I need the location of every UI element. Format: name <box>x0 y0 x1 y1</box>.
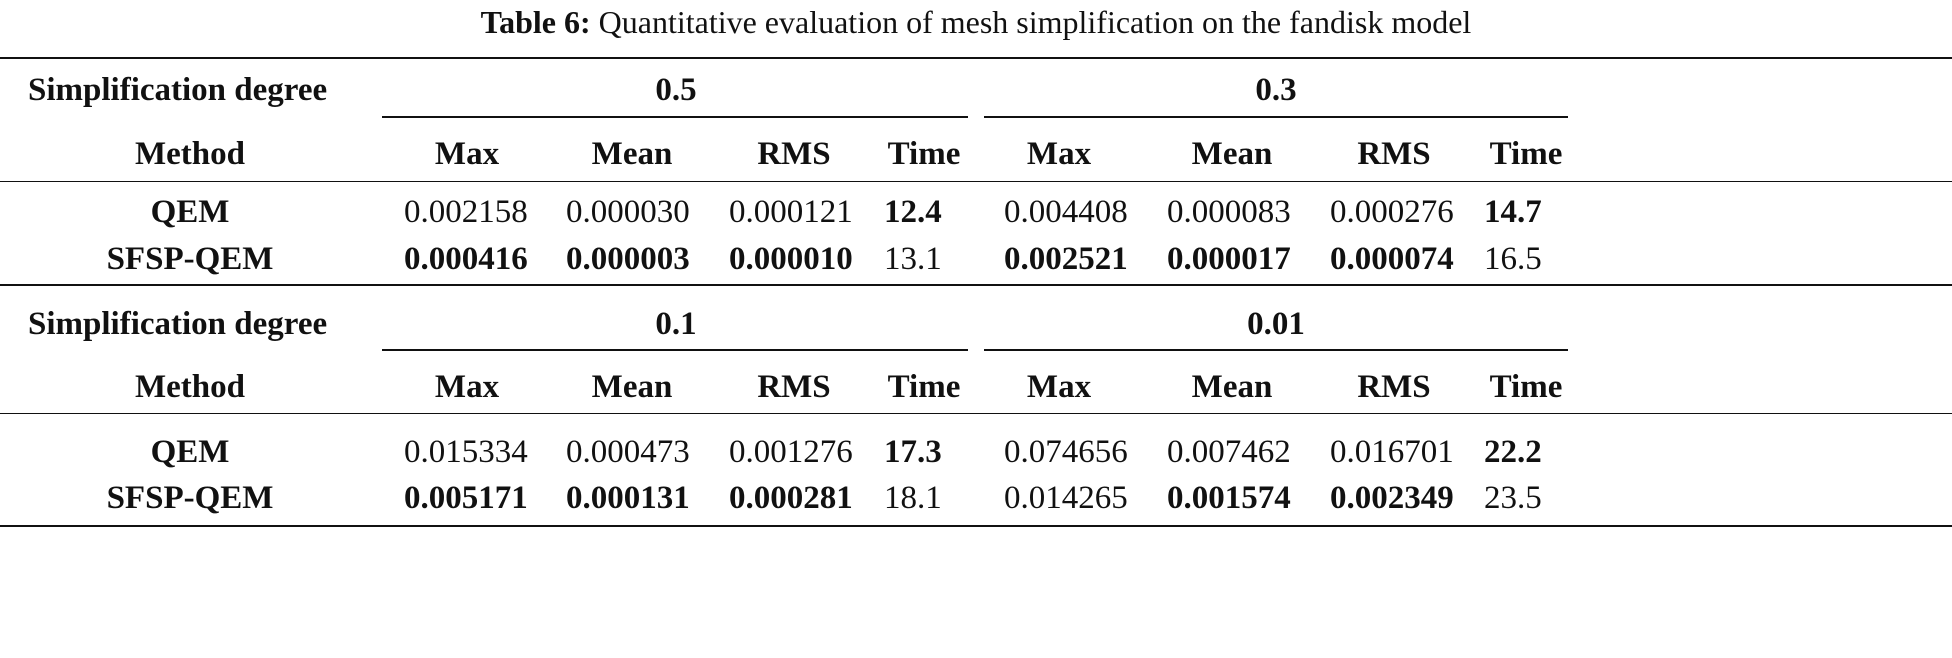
table-cell: 16.5 <box>1484 241 1542 277</box>
degree-value: 0.5 <box>655 72 697 108</box>
method-name: QEM <box>150 434 230 470</box>
table-cell: 0.001574 <box>1167 480 1291 516</box>
table-cell: 0.005171 <box>404 480 528 516</box>
table-cell: 0.002349 <box>1330 480 1454 516</box>
metric-header-max: Max <box>1026 369 1092 405</box>
table-cell: 0.015334 <box>404 434 528 470</box>
degree-underline <box>382 349 968 351</box>
table-cell: 14.7 <box>1484 194 1542 230</box>
table-cell: 0.000030 <box>566 194 690 230</box>
method-header: Method <box>135 369 245 405</box>
metric-header-time: Time <box>887 136 961 172</box>
degree-value: 0.01 <box>1247 306 1305 342</box>
table-cell: 23.5 <box>1484 480 1542 516</box>
simplification-degree-label: Simplification degree <box>28 72 328 108</box>
table-cell: 0.014265 <box>1004 480 1128 516</box>
metric-header-rms: RMS <box>757 136 831 172</box>
metric-header-time: Time <box>1489 369 1563 405</box>
table-cell: 18.1 <box>884 480 942 516</box>
table-cell: 0.000003 <box>566 241 690 277</box>
table-cell: 0.001276 <box>729 434 853 470</box>
metric-header-mean: Mean <box>1191 369 1273 405</box>
degree-underline <box>382 116 968 118</box>
table-caption: Table 6: Quantitative evaluation of mesh… <box>0 0 1952 44</box>
table-cell: 0.000473 <box>566 434 690 470</box>
table-cell: 0.000017 <box>1167 241 1291 277</box>
metric-header-rms: RMS <box>1357 369 1431 405</box>
table-cell: 0.000281 <box>729 480 853 516</box>
metric-header-rms: RMS <box>1357 136 1431 172</box>
metric-header-rms: RMS <box>757 369 831 405</box>
simplification-degree-label: Simplification degree <box>28 306 328 342</box>
metric-header-mean: Mean <box>591 369 673 405</box>
metric-header-max: Max <box>1026 136 1092 172</box>
block-end-rule <box>0 525 1952 527</box>
table-cell: 0.000083 <box>1167 194 1291 230</box>
table-cell: 0.007462 <box>1167 434 1291 470</box>
table-cell: 22.2 <box>1484 434 1542 470</box>
metric-header-mean: Mean <box>1191 136 1273 172</box>
metric-header-max: Max <box>434 136 500 172</box>
table-cell: 0.002158 <box>404 194 528 230</box>
degree-value: 0.3 <box>1255 72 1297 108</box>
table-cell: 0.074656 <box>1004 434 1128 470</box>
table-cell: 17.3 <box>884 434 942 470</box>
table-cell: 0.000074 <box>1330 241 1454 277</box>
metric-header-time: Time <box>887 369 961 405</box>
method-header: Method <box>135 136 245 172</box>
table-cell: 0.000131 <box>566 480 690 516</box>
metric-header-mean: Mean <box>591 136 673 172</box>
header-body-rule <box>0 181 1952 182</box>
header-body-rule <box>0 413 1952 414</box>
method-name: SFSP-QEM <box>106 241 274 277</box>
table-cell: 0.004408 <box>1004 194 1128 230</box>
table-cell: 0.000121 <box>729 194 853 230</box>
degree-underline <box>984 116 1568 118</box>
degree-underline <box>984 349 1568 351</box>
degree-value: 0.1 <box>655 306 697 342</box>
block-end-rule <box>0 284 1952 286</box>
metric-header-time: Time <box>1489 136 1563 172</box>
method-name: SFSP-QEM <box>106 480 274 516</box>
table-cell: 0.002521 <box>1004 241 1128 277</box>
table-cell: 0.000276 <box>1330 194 1454 230</box>
top-rule <box>0 57 1952 59</box>
caption-label: Table 6: <box>480 4 591 40</box>
table-cell: 13.1 <box>884 241 942 277</box>
caption-text: Quantitative evaluation of mesh simplifi… <box>598 4 1472 40</box>
table-cell: 12.4 <box>884 194 942 230</box>
table-cell: 0.000416 <box>404 241 528 277</box>
table-cell: 0.000010 <box>729 241 853 277</box>
method-name: QEM <box>150 194 230 230</box>
table-cell: 0.016701 <box>1330 434 1454 470</box>
metric-header-max: Max <box>434 369 500 405</box>
